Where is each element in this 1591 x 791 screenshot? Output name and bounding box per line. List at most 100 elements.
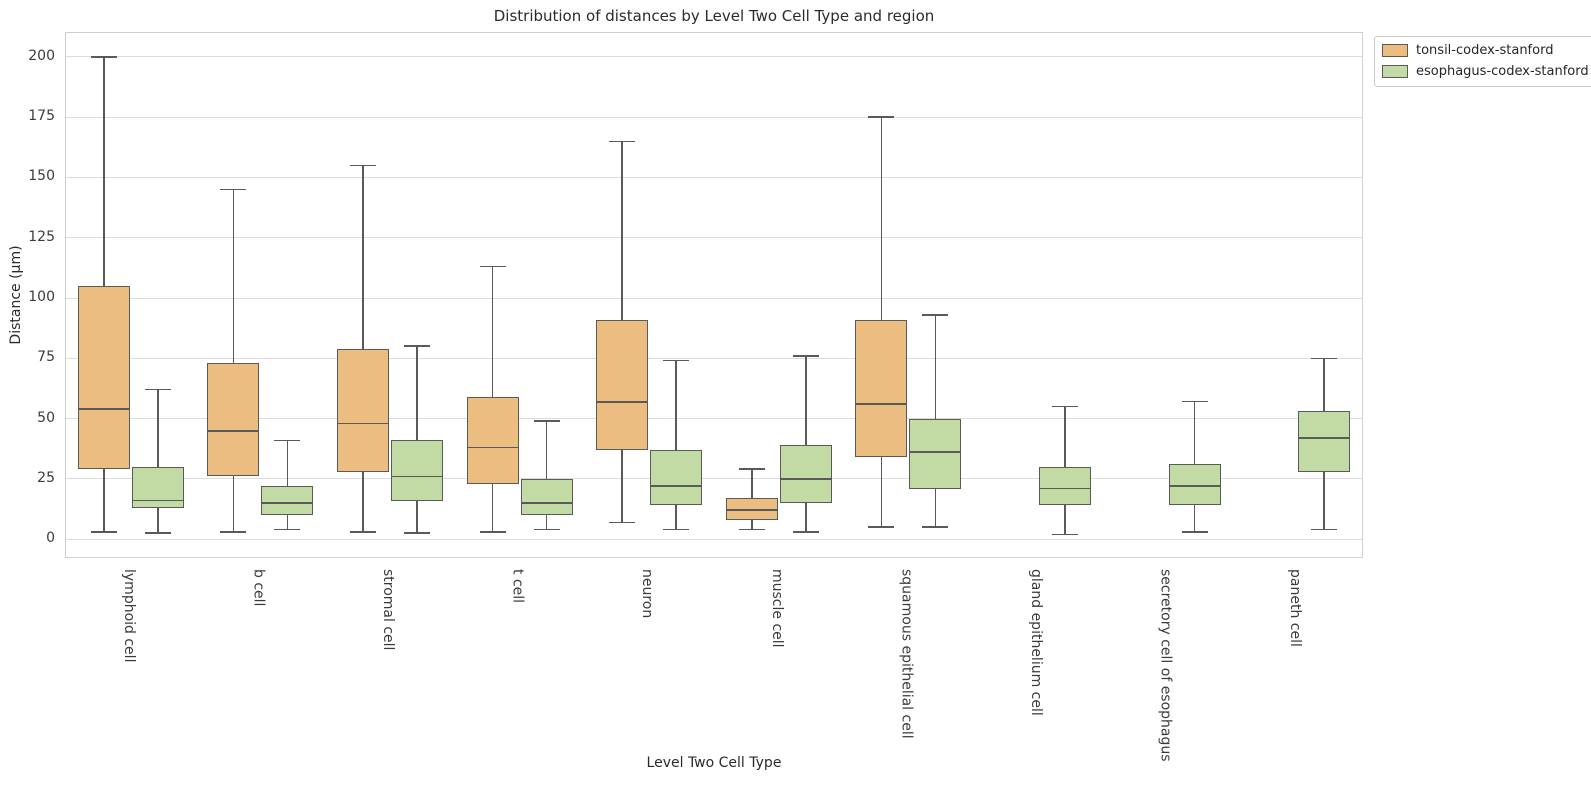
box-tonsil-neuron [596,319,649,450]
median-esophagus-gland-epithelium-cell [1039,487,1091,490]
box-esophagus-neuron [650,449,703,506]
gridline-y-150 [66,176,1362,178]
median-esophagus-paneth-cell [1298,436,1351,439]
y-tick-label-50: 50 [37,409,55,426]
whisker-cap-upper-esophagus-paneth-cell [1311,357,1338,360]
median-esophagus-squamous-epithelial-cell [909,451,962,454]
whisker-lower-esophagus-t-cell [545,515,548,530]
chart-title: Distribution of distances by Level Two C… [493,7,935,25]
gridline-y-50 [66,418,1362,420]
box-tonsil-squamous-epithelial-cell [855,319,908,458]
whisker-lower-esophagus-paneth-cell [1323,471,1325,530]
legend-item-esophagus: esophagus-codex-stanford [1382,63,1589,80]
median-tonsil-lymphoid-cell [77,408,130,410]
whisker-cap-upper-esophagus-squamous-epithelial-cell [922,314,949,316]
gridline-y-200 [66,56,1362,58]
x-tick-label-t-cell: t cell [509,569,526,604]
whisker-cap-upper-esophagus-b-cell [274,439,301,442]
box-esophagus-secretory-cell-of-esophagus [1168,464,1221,506]
whisker-cap-lower-esophagus-secretory-cell-of-esophagus [1181,531,1208,533]
whisker-cap-lower-esophagus-lymphoid-cell [144,532,171,534]
x-tick-label-squamous-epithelial-cell: squamous epithelial cell [898,569,915,739]
whisker-lower-esophagus-b-cell [286,515,289,530]
whisker-cap-upper-tonsil-muscle-cell [738,468,765,470]
x-tick-label-gland-epithelium-cell: gland epithelium cell [1028,569,1044,716]
y-tick-label-100: 100 [28,289,55,305]
whisker-cap-upper-tonsil-squamous-epithelial-cell [868,116,895,118]
legend-item-tonsil: tonsil-codex-stanford [1382,42,1589,59]
x-tick-label-neuron: neuron [639,569,656,619]
whisker-lower-tonsil-muscle-cell [751,519,753,530]
whisker-lower-tonsil-neuron [621,449,623,523]
median-esophagus-muscle-cell [779,477,832,480]
whisker-upper-esophagus-squamous-epithelial-cell [934,314,937,419]
median-tonsil-t-cell [466,446,519,449]
whisker-lower-esophagus-squamous-epithelial-cell [934,488,937,528]
whisker-lower-tonsil-stromal-cell [362,471,364,532]
whisker-cap-upper-tonsil-lymphoid-cell [90,56,117,58]
median-tonsil-squamous-epithelial-cell [855,403,908,405]
median-tonsil-b-cell [207,429,260,432]
box-tonsil-lymphoid-cell [77,285,130,470]
whisker-lower-esophagus-neuron [675,505,677,530]
whisker-upper-tonsil-t-cell [491,266,494,397]
y-tick-label-75: 75 [37,349,55,366]
x-tick-label-lymphoid-cell: lymphoid cell [120,569,137,663]
y-tick-label-0: 0 [46,530,55,547]
legend-swatch-tonsil [1382,44,1408,57]
x-tick-label-paneth-cell: paneth cell [1287,569,1304,647]
box-esophagus-squamous-epithelial-cell [909,418,962,489]
median-tonsil-muscle-cell [725,509,778,512]
median-esophagus-neuron [650,485,703,487]
whisker-upper-esophagus-stromal-cell [416,346,418,441]
x-axis-label: Level Two Cell Type [646,755,782,771]
whisker-cap-lower-tonsil-muscle-cell [738,528,765,531]
whisker-cap-upper-esophagus-lymphoid-cell [144,388,171,391]
whisker-cap-lower-tonsil-lymphoid-cell [90,531,117,533]
y-tick-label-125: 125 [28,228,55,245]
legend-swatch-esophagus [1382,65,1408,78]
whisker-cap-upper-esophagus-secretory-cell-of-esophagus [1181,400,1208,403]
whisker-cap-upper-esophagus-stromal-cell [404,345,430,347]
whisker-cap-lower-esophagus-t-cell [533,528,560,531]
y-tick-label-175: 175 [28,108,55,125]
median-esophagus-lymphoid-cell [131,499,184,502]
box-tonsil-stromal-cell [337,348,389,472]
gridline-y-25 [66,478,1362,480]
whisker-lower-tonsil-lymphoid-cell [103,469,105,532]
box-tonsil-muscle-cell [725,498,778,520]
y-tick-label-25: 25 [37,469,55,486]
whisker-cap-lower-esophagus-squamous-epithelial-cell [922,526,949,528]
whisker-lower-esophagus-muscle-cell [805,502,807,532]
box-esophagus-stromal-cell [391,440,443,501]
gridline-y-125 [66,237,1362,239]
whisker-upper-tonsil-muscle-cell [751,469,753,499]
whisker-upper-tonsil-squamous-epithelial-cell [880,117,883,320]
whisker-cap-upper-tonsil-t-cell [479,265,506,268]
x-tick-label-b-cell: b cell [250,569,267,607]
legend-label-tonsil: tonsil-codex-stanford [1416,43,1554,58]
whisker-lower-tonsil-b-cell [232,476,235,532]
gridline-y-100 [66,297,1362,299]
median-esophagus-b-cell [261,502,314,504]
whisker-upper-esophagus-lymphoid-cell [157,389,159,467]
whisker-cap-lower-tonsil-t-cell [479,531,506,533]
whisker-upper-tonsil-stromal-cell [362,165,364,349]
legend: tonsil-codex-stanford esophagus-codex-st… [1374,36,1591,87]
whisker-cap-upper-esophagus-gland-epithelium-cell [1052,405,1078,408]
whisker-upper-tonsil-neuron [621,141,623,320]
whisker-upper-esophagus-neuron [675,360,677,450]
median-tonsil-stromal-cell [337,422,389,425]
gridline-y-175 [66,116,1362,118]
y-tick-label-150: 150 [28,168,55,185]
whisker-cap-upper-tonsil-b-cell [220,188,247,191]
whisker-cap-lower-tonsil-squamous-epithelial-cell [868,526,895,528]
whisker-upper-tonsil-b-cell [232,189,235,364]
whisker-cap-lower-tonsil-neuron [609,521,636,524]
whisker-upper-esophagus-paneth-cell [1323,358,1325,412]
whisker-cap-lower-esophagus-gland-epithelium-cell [1052,533,1078,536]
whisker-lower-tonsil-squamous-epithelial-cell [880,457,883,528]
whisker-lower-esophagus-secretory-cell-of-esophagus [1193,505,1196,532]
x-tick-label-secretory-cell-of-esophagus: secretory cell of esophagus [1157,569,1174,762]
